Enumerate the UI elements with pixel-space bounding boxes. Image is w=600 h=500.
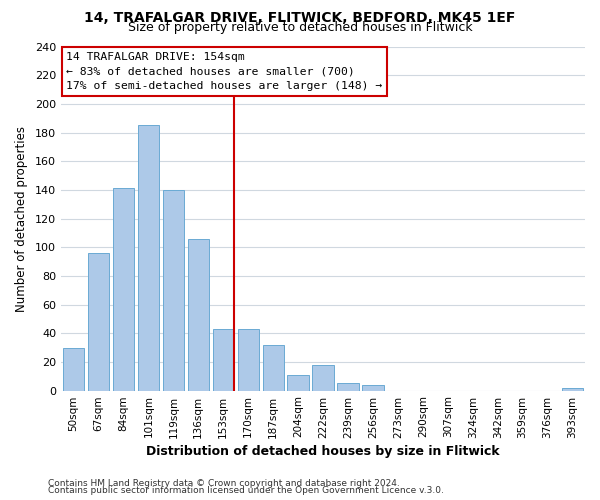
Bar [63, 348, 84, 391]
Bar [313, 365, 334, 390]
Text: 14, TRAFALGAR DRIVE, FLITWICK, BEDFORD, MK45 1EF: 14, TRAFALGAR DRIVE, FLITWICK, BEDFORD, … [85, 11, 515, 25]
Y-axis label: Number of detached properties: Number of detached properties [15, 126, 28, 312]
Bar [562, 388, 583, 390]
Bar [113, 188, 134, 390]
Bar [337, 384, 359, 390]
Bar [138, 126, 159, 390]
Bar [362, 385, 383, 390]
Text: Contains public sector information licensed under the Open Government Licence v.: Contains public sector information licen… [48, 486, 444, 495]
Bar [88, 253, 109, 390]
Text: Contains HM Land Registry data © Crown copyright and database right 2024.: Contains HM Land Registry data © Crown c… [48, 478, 400, 488]
Bar [212, 329, 234, 390]
Bar [263, 344, 284, 391]
Bar [287, 375, 308, 390]
Bar [238, 329, 259, 390]
X-axis label: Distribution of detached houses by size in Flitwick: Distribution of detached houses by size … [146, 444, 500, 458]
Text: Size of property relative to detached houses in Flitwick: Size of property relative to detached ho… [128, 21, 472, 34]
Bar [188, 238, 209, 390]
Bar [163, 190, 184, 390]
Text: 14 TRAFALGAR DRIVE: 154sqm
← 83% of detached houses are smaller (700)
17% of sem: 14 TRAFALGAR DRIVE: 154sqm ← 83% of deta… [66, 52, 383, 92]
